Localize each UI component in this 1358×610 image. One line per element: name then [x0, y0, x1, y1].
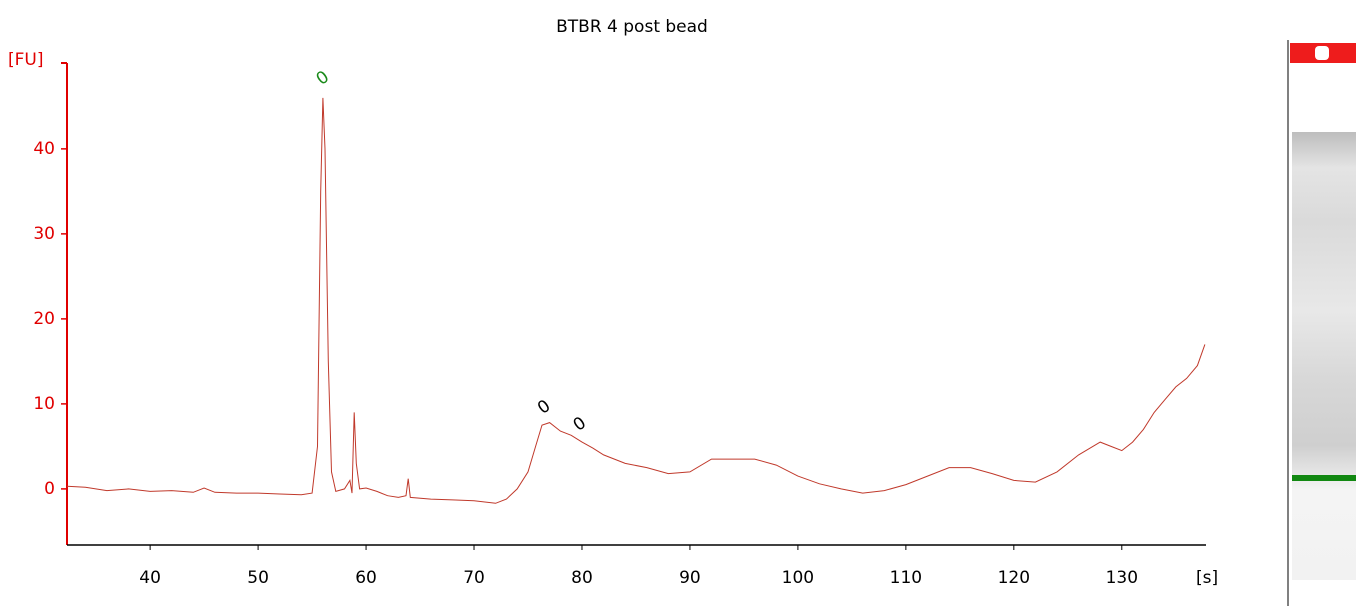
trace: [66, 97, 1206, 504]
peak-label: 0: [534, 396, 554, 419]
y-tick-label: 20: [33, 309, 55, 329]
x-tick-label: 120: [998, 568, 1030, 588]
peak-label: 0: [313, 67, 333, 90]
y-tick-label: 40: [33, 139, 55, 159]
x-tick-label: 100: [782, 568, 814, 588]
y-tick-label: 0: [44, 479, 55, 499]
x-tick-label: 40: [139, 568, 161, 588]
x-axis-label: [s]: [1196, 568, 1218, 588]
x-tick-label: 50: [247, 568, 269, 588]
x-tick-label: 80: [571, 568, 593, 588]
x-tick-label: 60: [355, 568, 377, 588]
x-tick-label: 90: [679, 568, 701, 588]
y-tick-label: 10: [33, 394, 55, 414]
x-tick-label: 130: [1106, 568, 1138, 588]
peak-label: 0: [570, 413, 590, 436]
x-tick-label: 110: [890, 568, 922, 588]
chart-title: BTBR 4 post bead: [556, 17, 708, 37]
x-tick-label: 70: [463, 568, 485, 588]
y-tick-label: 30: [33, 224, 55, 244]
gel-lane: [1287, 40, 1356, 606]
y-axis-label: [FU]: [8, 50, 44, 70]
